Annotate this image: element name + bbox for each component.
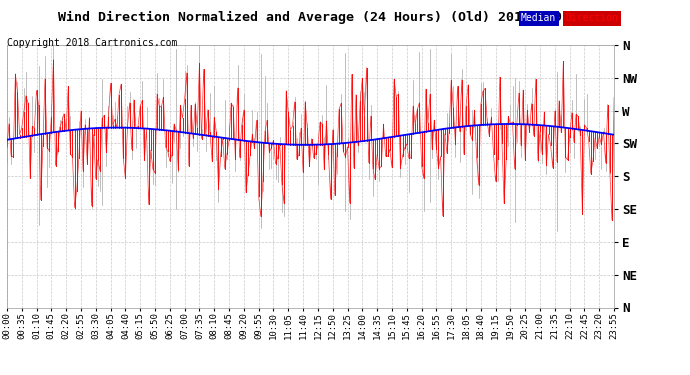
Text: Direction: Direction [566,13,619,23]
Text: Wind Direction Normalized and Average (24 Hours) (Old) 20180119: Wind Direction Normalized and Average (2… [59,11,562,24]
Text: Copyright 2018 Cartronics.com: Copyright 2018 Cartronics.com [7,38,177,48]
Text: Median: Median [521,13,556,23]
